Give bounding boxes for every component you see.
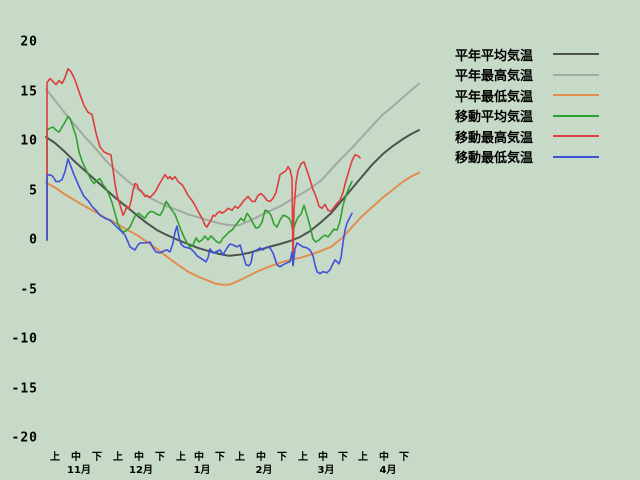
x-axis-period-label: 中 [71,452,81,463]
legend-line-swatch [553,135,599,138]
series-ido_mean [46,115,353,248]
x-axis-period-label: 中 [134,452,144,463]
legend-item: 平年最高気温 [455,65,599,86]
x-axis-period-label: 上 [298,452,308,463]
x-axis-period-label: 中 [256,452,266,463]
legend: 平年平均気温 平年最高気温 平年最低気温 移動平均気温 移動最高気温 移動最低気… [455,44,599,167]
x-axis-month-label: 1月 [193,465,211,476]
legend-item-label: 移動平均気温 [455,110,534,126]
series-ido_max [46,67,361,263]
x-axis-period-label: 中 [194,452,204,463]
x-axis-period-label: 上 [176,452,186,463]
y-axis-label: -10 [11,331,38,347]
x-axis-month-label: 11月 [67,465,91,476]
y-axis-label: -5 [20,282,38,297]
legend-line-swatch [553,53,599,56]
y-axis-label: 20 [20,34,38,50]
series-heinen_max [45,82,420,227]
x-axis-period-label: 下 [92,452,102,463]
legend-item-label: 移動最低気温 [455,151,534,167]
legend-item: 平年平均気温 [455,44,599,65]
legend-item: 移動最高気温 [455,126,599,147]
x-axis-period-label: 下 [399,452,409,463]
x-axis-month-label: 3月 [317,465,335,476]
series-ido_min [46,158,353,275]
x-axis-period-label: 下 [338,452,348,463]
y-axis-label: 5 [29,183,38,198]
legend-line-swatch [553,94,599,97]
x-axis-period-label: 中 [318,452,328,463]
x-axis-period-label: 中 [379,452,389,463]
x-axis-month-label: 12月 [129,465,153,476]
y-axis-label: 15 [20,84,38,99]
x-axis-month-label: 2月 [255,465,273,476]
legend-item: 平年最低気温 [455,85,599,106]
legend-item-label: 平年最低気温 [455,89,534,105]
legend-item-label: 移動最高気温 [455,130,534,146]
x-axis-period-label: 下 [215,452,225,463]
legend-item: 移動平均気温 [455,106,599,127]
legend-line-swatch [553,114,599,117]
x-axis-period-label: 上 [113,452,123,463]
x-axis-period-label: 下 [277,452,287,463]
y-axis-label: -15 [11,381,38,396]
x-axis-period-label: 上 [50,452,60,463]
x-axis-month-label: 4月 [379,465,397,476]
legend-line-swatch [553,155,599,158]
x-axis-period-label: 上 [235,452,245,463]
y-axis-label: 0 [29,232,38,248]
y-axis-label: 10 [20,133,38,149]
legend-line-swatch [553,73,599,76]
x-axis-period-label: 下 [155,452,165,463]
x-axis-period-label: 上 [358,452,368,463]
legend-item-label: 平年最高気温 [455,69,534,85]
legend-item-label: 平年平均気温 [455,48,534,64]
legend-item: 移動最低気温 [455,147,599,168]
y-axis-label: -20 [11,430,38,446]
